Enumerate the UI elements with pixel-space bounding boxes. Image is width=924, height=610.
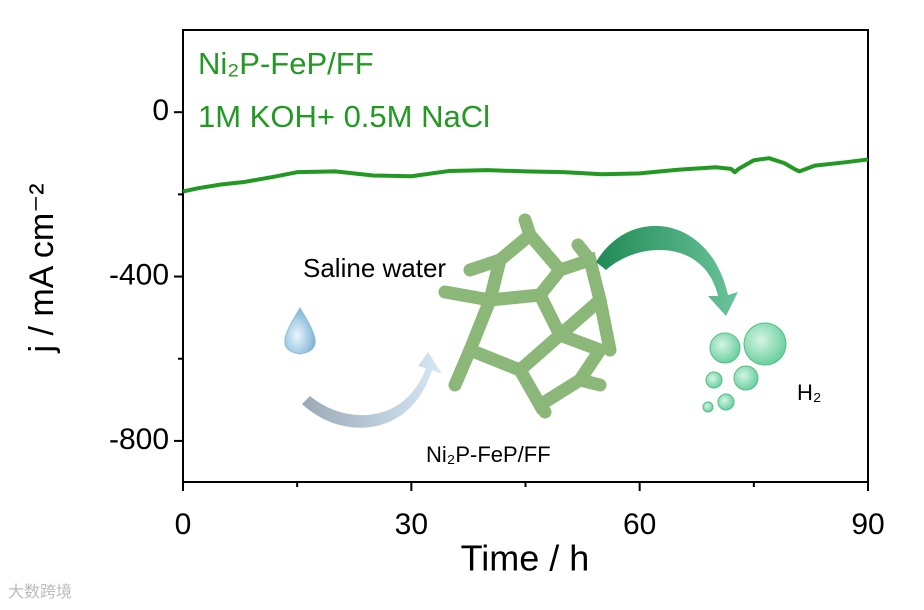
x-tick-label: 30 xyxy=(395,508,428,541)
bubble-icon xyxy=(702,322,787,413)
catalyst-icon xyxy=(438,213,617,419)
y-tick-label: -800 xyxy=(109,423,169,456)
annotation: H₂ xyxy=(797,380,821,405)
arrow-icon xyxy=(596,225,738,316)
water-drop-icon xyxy=(284,307,316,355)
x-tick-label: 60 xyxy=(623,508,656,541)
y-axis-label: j / mA cm⁻² xyxy=(23,183,61,353)
data-line xyxy=(182,156,869,194)
annotation: 1M KOH+ 0.5M NaCl xyxy=(198,99,490,134)
watermark: 大数跨境 xyxy=(8,582,72,601)
x-axis-label: Time / h xyxy=(461,538,590,579)
plot-frame xyxy=(182,29,869,483)
annotation: Saline water xyxy=(303,253,446,283)
x-tick-label: 90 xyxy=(851,508,884,541)
x-tick-label: 0 xyxy=(175,508,192,541)
legend-label: Ni₂P-FeP/FF xyxy=(198,46,374,81)
y-tick-label: 0 xyxy=(152,94,169,127)
annotation: Ni₂P-FeP/FF xyxy=(426,442,551,467)
arrow-icon xyxy=(302,352,442,428)
y-tick-label: -400 xyxy=(109,258,169,291)
